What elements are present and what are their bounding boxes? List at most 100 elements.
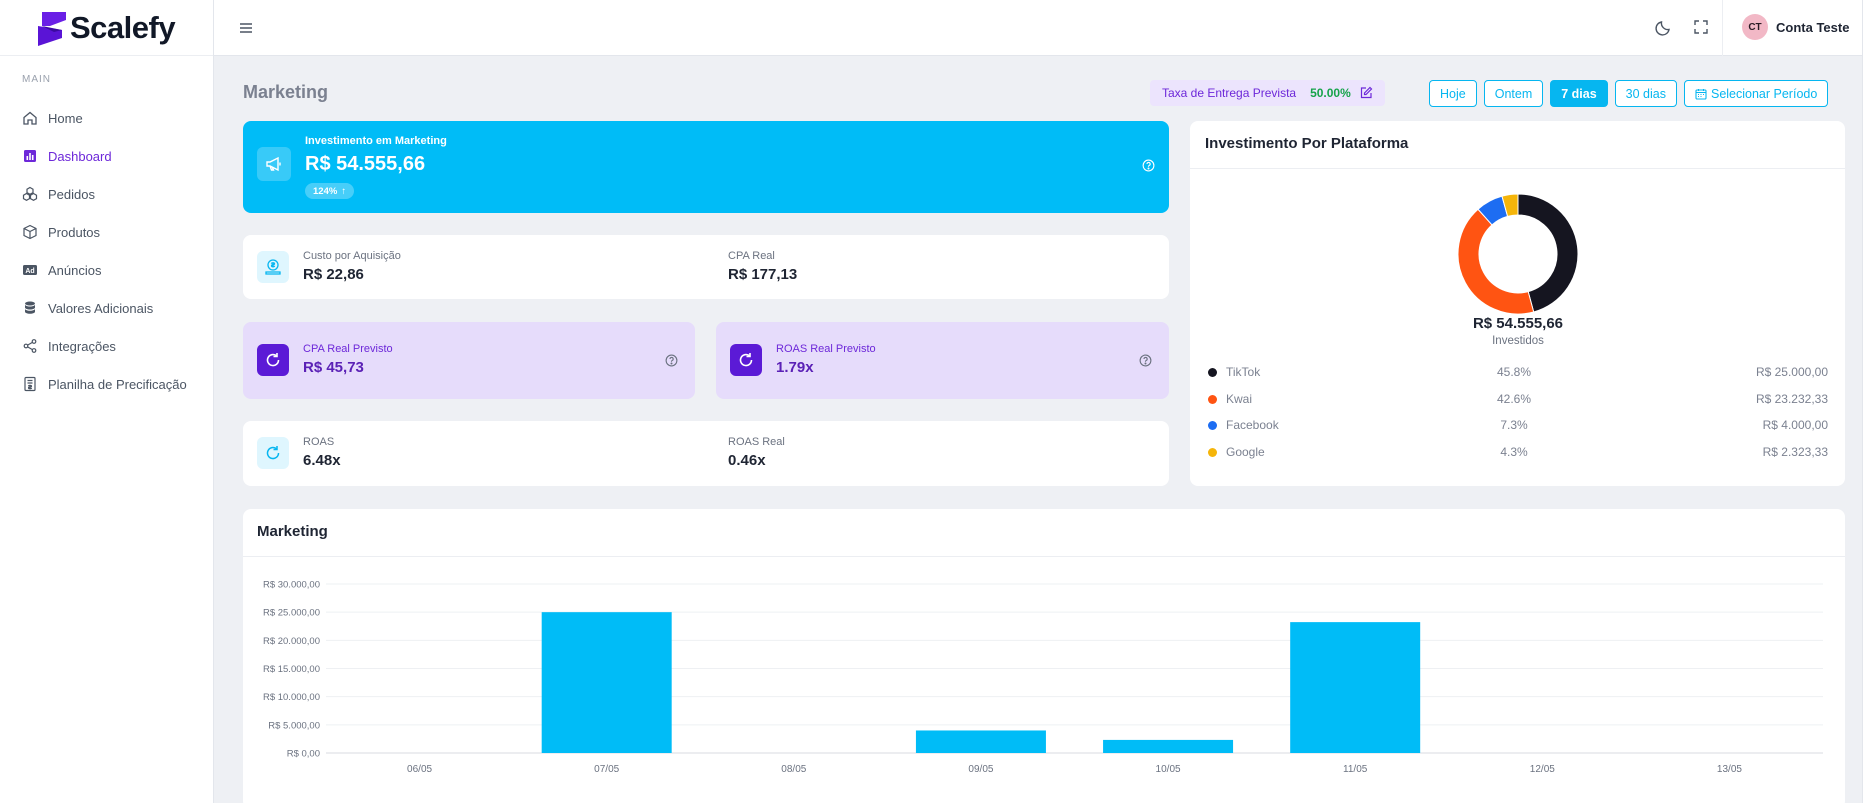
custo-aquisicao-label: Custo por Aquisição (303, 250, 401, 262)
sidebar-item-label: Produtos (48, 224, 101, 240)
legend-value: R$ 23.232,33 (1755, 391, 1828, 406)
right-panel-strip (1862, 0, 1876, 803)
edit-icon[interactable] (1359, 86, 1373, 100)
sidebar-item-label: Dashboard (48, 148, 112, 164)
range-30-dias-button[interactable]: 30 dias (1614, 80, 1677, 107)
investment-value: R$ 54.555,66 (305, 153, 426, 175)
marketing-bar-chart: R$ 30.000,00 R$ 25.000,00 R$ 20.000,00 R$ 1… (263, 580, 1823, 775)
select-period-label: Selecionar Período (1710, 86, 1818, 101)
donut-slice-kwai[interactable] (1457, 208, 1535, 315)
cpa-previsto-card: CPA Real Previsto R$ 45,73 (243, 322, 695, 399)
marketing-chart-card (243, 509, 1845, 803)
sidebar-item-dashboard[interactable]: Dashboard (0, 137, 213, 175)
y-tick-label: R$ 0,00 (287, 749, 320, 760)
legend-percent: 7.3% (1500, 418, 1528, 432)
sidebar-item-label: Integrações (48, 338, 116, 354)
roas-previsto-card: ROAS Real Previsto 1.79x (716, 322, 1169, 399)
roas-real-label: ROAS Real (728, 436, 785, 448)
refresh-icon (257, 437, 289, 469)
donut-total-value: R$ 54.555,66 (1472, 315, 1564, 332)
legend-dot (1208, 368, 1217, 377)
sidebar-item-pedidos[interactable]: Pedidos (0, 175, 213, 213)
legend-percent: 4.3% (1500, 444, 1528, 459)
x-tick-label: 12/05 (1530, 764, 1555, 775)
legend-dot (1208, 421, 1217, 430)
roas-label: ROAS (303, 436, 335, 448)
sidebar-item-planilha[interactable]: Planilha de Precificação (0, 365, 213, 403)
cpa-previsto-value: R$ 45,73 (303, 359, 364, 376)
bar-10-05[interactable] (1103, 739, 1234, 753)
cpa-real-value: R$ 177,13 (728, 266, 798, 283)
date-range-group: Hoje Ontem 7 dias 30 dias Selecionar Per… (1429, 80, 1829, 107)
calendar-icon (1695, 88, 1707, 100)
y-tick-label: R$ 25.000,00 (263, 608, 320, 619)
platform-card-title: Investimento Por Plataforma (1205, 135, 1409, 152)
range-hoje-button[interactable]: Hoje (1429, 80, 1477, 107)
help-icon[interactable] (665, 354, 678, 367)
sidebar-item-integracoes[interactable]: Integrações (0, 327, 213, 365)
sidebar-item-valores-adicionais[interactable]: Valores Adicionais (0, 289, 213, 327)
help-icon[interactable] (1139, 354, 1152, 367)
investment-growth-badge: 124% ↑ (305, 183, 355, 199)
sidebar-item-produtos[interactable]: Produtos (0, 213, 213, 251)
sidebar-nav: Home Dashboard Pedidos Produtos Ad Anúnc… (0, 99, 213, 403)
help-icon[interactable] (1142, 159, 1155, 172)
legend-dot (1208, 394, 1217, 404)
legend-row-kwai: Kwai 42.6% R$ 23.232,33 (1208, 389, 1828, 409)
nav-section-label: MAIN (22, 74, 51, 85)
range-7-dias-button[interactable]: 7 dias (1550, 80, 1608, 107)
cpa-card: Custo por Aquisição R$ 22,86 CPA Real R$… (243, 235, 1169, 299)
bar-07-05[interactable] (541, 612, 672, 753)
marketing-chart-divider (243, 556, 1845, 557)
roas-previsto-label: ROAS Real Previsto (776, 343, 876, 355)
bar-11-05[interactable] (1290, 622, 1421, 753)
sidebar-item-label: Anúncios (48, 262, 102, 278)
dark-mode-icon[interactable] (1654, 17, 1674, 37)
x-tick-label: 13/05 (1717, 764, 1742, 775)
legend-name: Google (1226, 444, 1265, 459)
legend-value: R$ 4.000,00 (1762, 418, 1828, 432)
logo[interactable]: Scalefy (0, 0, 213, 56)
spreadsheet-icon (22, 376, 38, 392)
growth-value: 124% (313, 185, 338, 197)
donut-slice-tiktok[interactable] (1517, 193, 1579, 313)
bar-09-05[interactable] (915, 730, 1046, 753)
header-divider (1722, 0, 1723, 56)
sidebar-item-home[interactable]: Home (0, 99, 213, 137)
y-tick-label: R$ 15.000,00 (263, 664, 320, 675)
roas-value: 6.48x (303, 452, 341, 469)
x-tick-label: 08/05 (781, 764, 806, 775)
refresh-icon (257, 344, 289, 376)
y-tick-label: R$ 20.000,00 (263, 636, 320, 647)
fullscreen-icon[interactable] (1691, 17, 1711, 37)
roas-previsto-value: 1.79x (776, 359, 814, 376)
custo-aquisicao-value: R$ 22,86 (303, 266, 364, 283)
y-tick-label: R$ 30.000,00 (263, 580, 320, 591)
delivery-rate-value: 50.00% (1310, 86, 1351, 100)
refresh-icon (730, 344, 762, 376)
legend-percent: 42.6% (1496, 391, 1532, 406)
svg-text:Ad: Ad (25, 268, 34, 275)
x-tick-label: 10/05 (1156, 764, 1181, 775)
legend-percent: 45.8% (1496, 365, 1532, 379)
donut-slice-google[interactable] (1501, 193, 1519, 218)
top-header: CT Conta Teste (214, 0, 1862, 56)
menu-toggle-icon[interactable] (236, 18, 256, 38)
roas-real-value: 0.46x (728, 452, 766, 469)
legend-row-facebook: Facebook 7.3% R$ 4.000,00 (1208, 415, 1828, 435)
legend-value: R$ 2.323,33 (1762, 444, 1828, 459)
marketing-chart-title: Marketing (257, 523, 328, 540)
delivery-rate-badge: Taxa de Entrega Prevista 50.00% (1150, 80, 1385, 106)
select-period-button[interactable]: Selecionar Período (1683, 80, 1829, 107)
platform-card-divider (1190, 168, 1845, 169)
cpa-previsto-label: CPA Real Previsto (303, 343, 393, 355)
sidebar-item-anuncios[interactable]: Ad Anúncios (0, 251, 213, 289)
legend-name: Facebook (1226, 418, 1279, 432)
cpa-real-label: CPA Real (728, 250, 775, 262)
sidebar-item-label: Planilha de Precificação (48, 376, 187, 392)
range-ontem-button[interactable]: Ontem (1483, 80, 1544, 107)
share-icon (22, 338, 38, 354)
user-menu[interactable]: CT Conta Teste (1742, 14, 1849, 40)
database-icon (22, 300, 38, 316)
legend-row-google: Google 4.3% R$ 2.323,33 (1208, 442, 1828, 462)
